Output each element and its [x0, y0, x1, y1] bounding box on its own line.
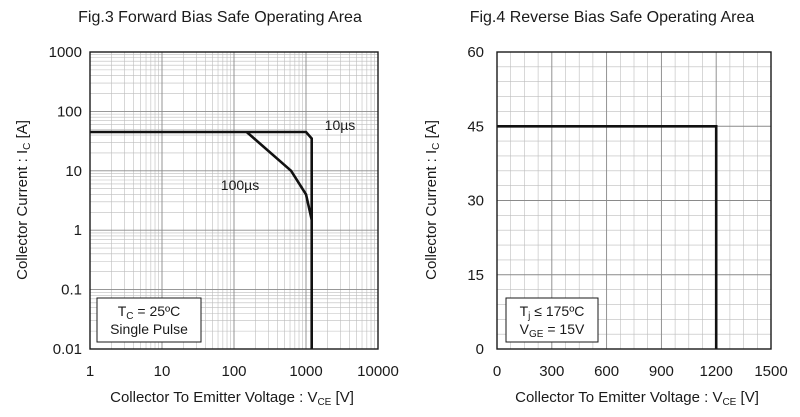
fig4-title: Fig.4 Reverse Bias Safe Operating Area	[470, 9, 755, 26]
fig3-x-tick-label: 1000	[289, 363, 322, 380]
fig3-y-axis-label: Collector Current : IC [A]	[14, 120, 33, 280]
fig4-x-tick-label: 1500	[754, 363, 787, 380]
fig4-y-tick-label: 60	[467, 44, 484, 61]
fig4-chart: Fig.4 Reverse Bias Safe Operating Area 0…	[423, 9, 788, 408]
fig3-y-tick-label: 1	[74, 222, 82, 239]
fig3-y-tick-labels: 0.01 0.1 1 10 100 1000	[49, 44, 82, 358]
fig4-x-tick-label: 900	[649, 363, 674, 380]
fig3-condition-box: TC = 25ºC Single Pulse	[96, 297, 202, 343]
fig4-condition-frame	[505, 297, 599, 343]
fig4-condition-box: Tj ≤ 175ºC VGE = 15V	[505, 297, 599, 343]
fig4-x-tick-labels: 0 300 600 900 1200 1500	[493, 363, 788, 380]
fig4-series-line	[497, 125, 718, 349]
fig3-curves	[90, 130, 314, 349]
fig3-x-tick-labels: 1 10 100 1000 10000	[86, 363, 399, 380]
fig3-x-tick-label: 10	[154, 363, 171, 380]
fig3-x-tick-label: 1	[86, 363, 94, 380]
fig4-y-tick-labels: 0 15 30 45 60	[467, 44, 484, 358]
fig3-y-tick-label: 0.01	[53, 341, 82, 358]
fig3-x-tick-label: 10000	[357, 363, 399, 380]
fig4-x-tick-label: 300	[539, 363, 564, 380]
fig4-x-tick-label: 0	[493, 363, 501, 380]
fig4-y-tick-label: 30	[467, 193, 484, 210]
fig3-y-tick-label: 0.1	[61, 282, 82, 299]
fig3-series-line-100µs	[245, 131, 313, 220]
fig4-y-tick-label: 15	[467, 267, 484, 284]
fig3-y-tick-label: 1000	[49, 44, 82, 61]
fig3-series-label-100us: 100µs	[221, 177, 259, 193]
fig3-grid	[89, 51, 379, 350]
fig3-series-line-10µs	[90, 130, 314, 349]
fig4-plot-frame	[496, 51, 772, 350]
fig4-condition-vge: VGE = 15V	[520, 321, 585, 340]
fig3-chart: Fig.3 Forward Bias Safe Operating Area 1…	[14, 9, 399, 408]
fig3-y-tick-label: 10	[65, 163, 82, 180]
fig3-title: Fig.3 Forward Bias Safe Operating Area	[78, 9, 362, 26]
fig4-x-axis-label: Collector To Emitter Voltage : VCE [V]	[515, 389, 759, 408]
fig3-condition-frame	[96, 297, 202, 343]
fig3-condition-temp: TC = 25ºC	[118, 303, 181, 322]
fig3-x-axis-label: Collector To Emitter Voltage : VCE [V]	[110, 389, 354, 408]
fig4-x-tick-label: 1200	[700, 363, 733, 380]
fig3-condition-pulse: Single Pulse	[110, 321, 188, 337]
fig3-x-tick-label: 100	[221, 363, 246, 380]
fig4-curves	[497, 125, 718, 349]
fig3-series-label-10us: 10µs	[325, 117, 356, 133]
fig3-y-tick-label: 100	[57, 103, 82, 120]
fig4-y-tick-label: 45	[467, 118, 484, 135]
fig4-condition-temp: Tj ≤ 175ºC	[520, 303, 585, 322]
fig4-y-tick-label: 0	[476, 341, 484, 358]
fig4-x-tick-label: 600	[594, 363, 619, 380]
fig4-y-axis-label: Collector Current : IC [A]	[423, 120, 442, 280]
fig3-plot-frame	[89, 51, 379, 350]
